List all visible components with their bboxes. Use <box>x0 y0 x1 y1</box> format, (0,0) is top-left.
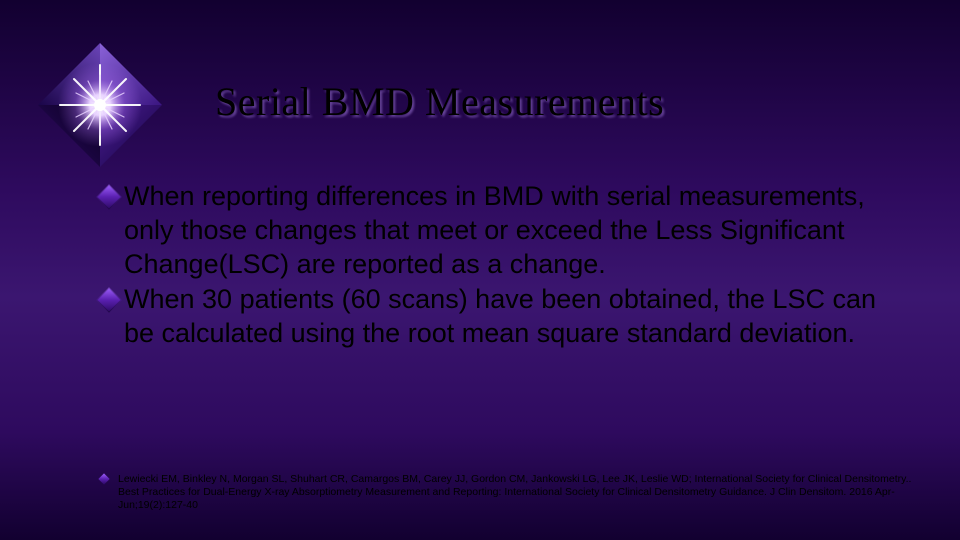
citation-text: Lewiecki EM, Binkley N, Morgan SL, Shuha… <box>118 473 920 512</box>
diamond-bullet-icon <box>98 473 109 484</box>
slide: Serial BMD Measurements When reporting d… <box>0 0 960 540</box>
slide-logo <box>30 35 170 175</box>
bullet-text: When reporting differences in BMD with s… <box>124 180 900 281</box>
bullet-item: When 30 patients (60 scans) have been ob… <box>100 283 900 351</box>
citation: Lewiecki EM, Binkley N, Morgan SL, Shuha… <box>100 473 920 512</box>
bullet-text: When 30 patients (60 scans) have been ob… <box>124 283 900 351</box>
bullet-item: When reporting differences in BMD with s… <box>100 180 900 281</box>
diamond-bullet-icon <box>96 184 121 209</box>
slide-body: When reporting differences in BMD with s… <box>100 180 900 353</box>
slide-title: Serial BMD Measurements <box>215 78 915 125</box>
diamond-bullet-icon <box>96 288 121 313</box>
